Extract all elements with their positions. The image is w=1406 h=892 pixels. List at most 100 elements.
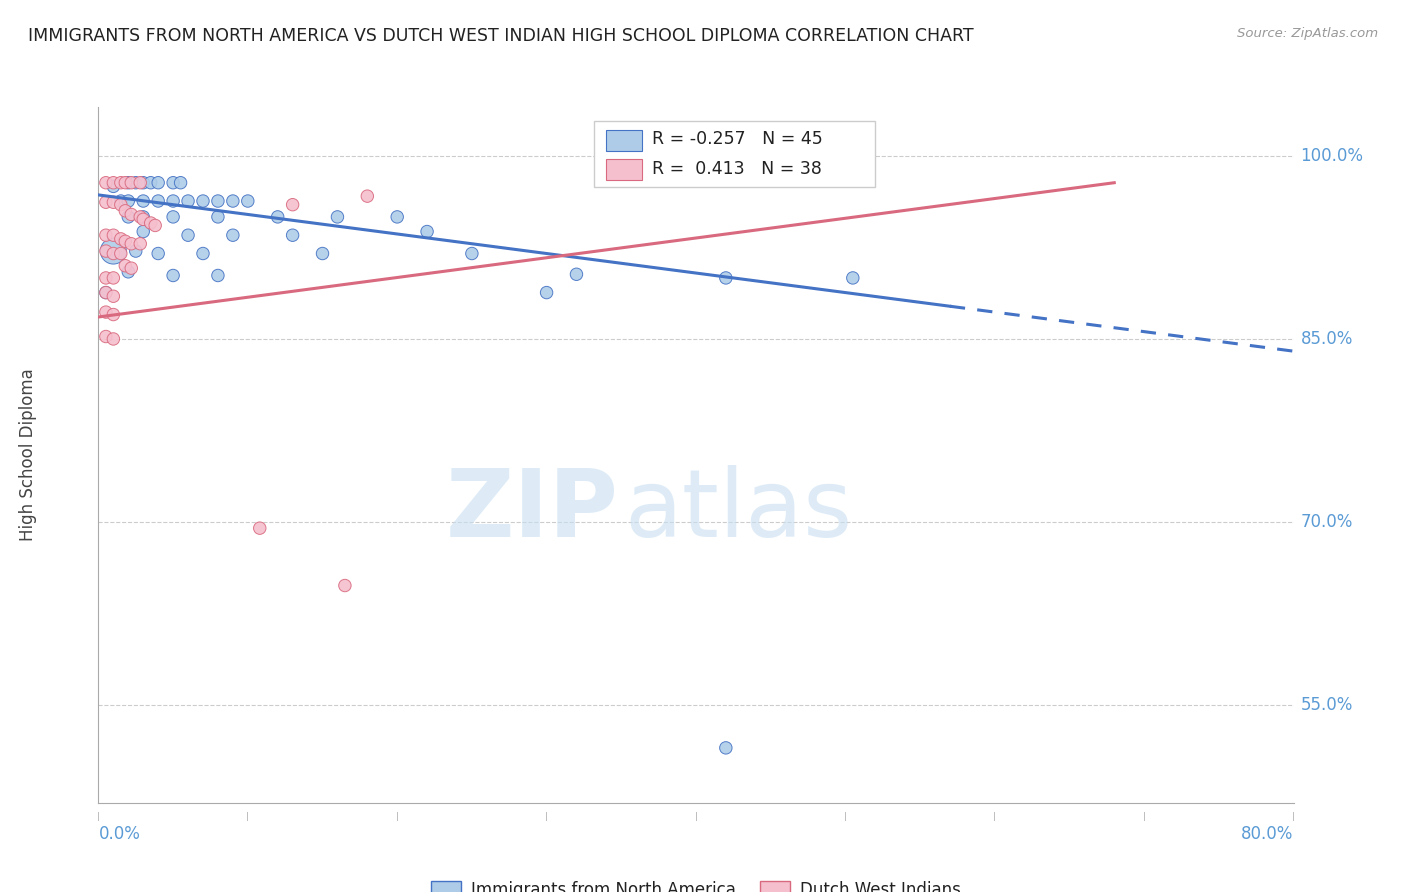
Point [110, 232, 132, 246]
Point [94, 285, 117, 300]
Point [94, 305, 117, 319]
Point [114, 203, 136, 218]
Point [162, 210, 184, 224]
Point [94, 228, 117, 243]
Point [103, 308, 125, 322]
Point [222, 194, 245, 208]
Text: IMMIGRANTS FROM NORTH AMERICA VS DUTCH WEST INDIAN HIGH SCHOOL DIPLOMA CORRELATI: IMMIGRANTS FROM NORTH AMERICA VS DUTCH W… [28, 27, 974, 45]
Point [120, 207, 142, 221]
Text: 55.0%: 55.0% [1301, 696, 1353, 714]
Point [177, 194, 200, 208]
Point [110, 197, 132, 211]
Point [110, 246, 132, 260]
Point [129, 176, 152, 190]
Text: |: | [1292, 812, 1295, 821]
Text: 70.0%: 70.0% [1301, 513, 1353, 531]
Point [132, 194, 155, 208]
Point [94, 271, 117, 285]
Point [326, 210, 349, 224]
Point [117, 210, 139, 224]
Text: |: | [97, 812, 100, 821]
Point [416, 225, 439, 239]
Point [94, 244, 117, 258]
Text: 100.0%: 100.0% [1301, 147, 1364, 165]
Point [117, 194, 139, 208]
Point [536, 285, 558, 300]
Point [356, 189, 378, 203]
Text: R = -0.257   N = 45: R = -0.257 N = 45 [652, 130, 823, 148]
Point [143, 219, 166, 233]
Point [148, 194, 170, 208]
Point [162, 194, 184, 208]
Point [94, 329, 117, 343]
Point [162, 268, 184, 283]
Point [103, 228, 125, 243]
Point [139, 216, 162, 230]
Point [132, 212, 155, 227]
Point [103, 271, 125, 285]
Text: atlas: atlas [624, 465, 852, 557]
Point [120, 236, 142, 251]
Point [110, 194, 132, 208]
Point [110, 176, 132, 190]
Point [461, 246, 484, 260]
Text: |: | [546, 812, 548, 821]
Point [191, 246, 214, 260]
Point [120, 176, 142, 190]
Point [139, 176, 162, 190]
Point [333, 578, 356, 592]
Point [236, 194, 259, 208]
Point [177, 228, 200, 243]
Bar [606, 160, 643, 180]
Point [385, 210, 409, 224]
Point [281, 228, 304, 243]
Text: |: | [246, 812, 249, 821]
Point [129, 210, 152, 224]
Text: High School Diploma: High School Diploma [20, 368, 37, 541]
FancyBboxPatch shape [595, 121, 875, 187]
Point [148, 176, 170, 190]
Text: 80.0%: 80.0% [1241, 825, 1294, 843]
Point [114, 259, 136, 273]
Text: |: | [695, 812, 697, 821]
Text: 85.0%: 85.0% [1301, 330, 1353, 348]
Text: |: | [395, 812, 399, 821]
Point [103, 246, 125, 260]
Point [714, 740, 737, 755]
Point [311, 246, 333, 260]
Point [103, 332, 125, 346]
Point [842, 271, 865, 285]
Point [120, 261, 142, 276]
Point [207, 268, 229, 283]
Point [103, 176, 125, 190]
Point [103, 244, 125, 258]
Point [207, 210, 229, 224]
Point [207, 194, 229, 208]
Point [103, 289, 125, 303]
Point [94, 176, 117, 190]
Point [117, 265, 139, 279]
Point [222, 228, 245, 243]
Point [162, 176, 184, 190]
Text: 0.0%: 0.0% [98, 825, 141, 843]
Point [132, 210, 155, 224]
Point [132, 225, 155, 239]
Point [249, 521, 271, 535]
Point [125, 244, 148, 258]
Point [267, 210, 290, 224]
Point [103, 179, 125, 194]
Point [565, 267, 588, 281]
Point [714, 271, 737, 285]
Point [117, 176, 139, 190]
Point [132, 176, 155, 190]
Text: ZIP: ZIP [446, 465, 619, 557]
Point [114, 235, 136, 249]
Point [114, 176, 136, 190]
Text: |: | [1143, 812, 1146, 821]
Point [103, 195, 125, 210]
Text: Source: ZipAtlas.com: Source: ZipAtlas.com [1237, 27, 1378, 40]
Point [148, 246, 170, 260]
Point [169, 176, 191, 190]
Legend: Immigrants from North America, Dutch West Indians: Immigrants from North America, Dutch Wes… [425, 874, 967, 892]
Point [94, 195, 117, 210]
